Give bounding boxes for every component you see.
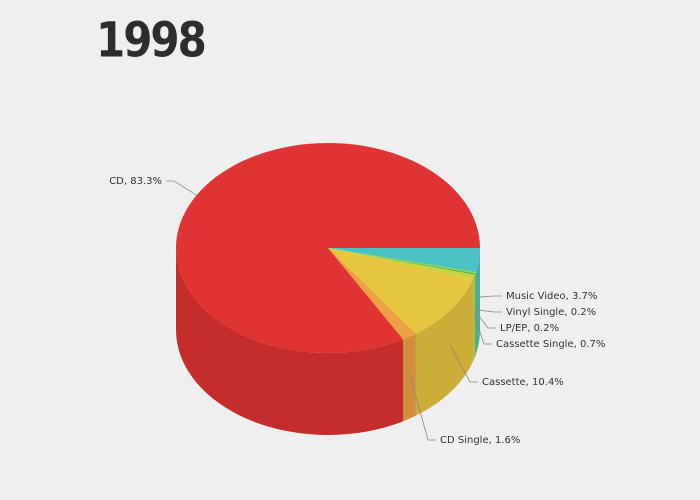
chart-title: 1998 <box>96 12 205 69</box>
slice <box>328 248 476 275</box>
slice <box>328 248 475 280</box>
leader-line <box>475 309 502 313</box>
data-label: Cassette Single, 0.7% <box>496 339 605 350</box>
slice-side <box>403 333 416 422</box>
leader-line <box>409 373 436 441</box>
slice <box>328 248 476 274</box>
data-label: Music Video, 3.7% <box>506 291 597 302</box>
slice <box>328 248 480 273</box>
slice-side <box>176 248 404 435</box>
leader-line <box>450 346 478 383</box>
leader-line <box>478 295 502 298</box>
leader-line <box>473 313 492 345</box>
slice <box>328 248 474 334</box>
data-label: Cassette, 10.4% <box>482 377 564 388</box>
data-label: Vinyl Single, 0.2% <box>506 307 596 318</box>
slice <box>176 143 480 353</box>
slice-side <box>415 279 474 416</box>
slice <box>328 248 416 340</box>
data-label: CD Single, 1.6% <box>440 435 520 446</box>
leader-line <box>166 180 197 196</box>
data-label: CD, 83.3% <box>109 176 162 187</box>
leader-line <box>474 310 496 329</box>
data-label: LP/EP, 0.2% <box>500 323 559 334</box>
slice-side <box>473 274 475 362</box>
